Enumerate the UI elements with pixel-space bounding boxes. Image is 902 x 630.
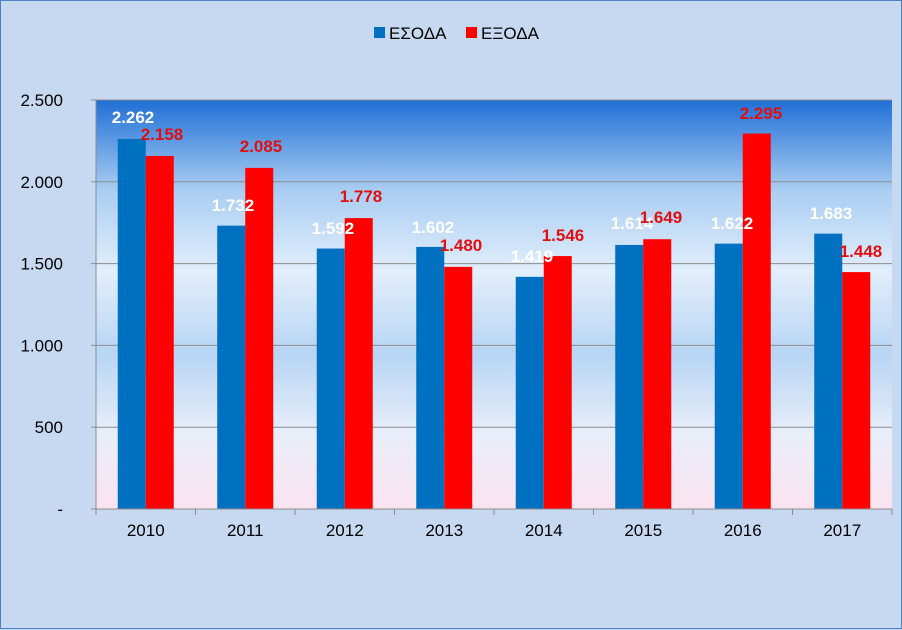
bar-esoda-2013 [416,246,445,510]
data-label: 2.295 [740,104,783,123]
x-tick-label: 2013 [425,521,463,540]
bar-esoda-2016 [714,243,743,509]
data-label: 1.732 [212,196,255,215]
bar-exoda-2011 [245,167,274,510]
y-tick-label: 1.500 [20,255,63,274]
bar-exoda-2014 [543,256,572,509]
y-tick-label: - [57,500,63,519]
data-label: 2.085 [240,137,283,156]
bar-exoda-2017 [842,272,871,509]
legend-label-exoda: ΕΞΟΔΑ [481,24,540,43]
data-label: 2.262 [112,108,155,127]
legend: ΕΣΟΔΑ ΕΞΟΔΑ [374,24,540,43]
axes: - 500 1.000 1.500 2.000 2.500 2010 2011 2012 2013… [20,91,893,540]
bar-exoda-2010 [145,155,174,509]
data-label: 1.419 [511,247,554,266]
x-tick-label: 2014 [525,521,563,540]
bar-exoda-2013 [444,266,473,509]
x-tick-label: 2010 [127,521,165,540]
bar-exoda-2016 [742,133,771,509]
data-label: 2.158 [141,125,184,144]
y-tick-label: 1.000 [20,336,63,355]
y-tick-label: 2.000 [20,173,63,192]
x-tick-label: 2015 [624,521,662,540]
bar-exoda-2012 [344,218,373,509]
bar-esoda-2015 [615,244,644,510]
data-label: 1.480 [440,236,483,255]
x-tick-label: 2016 [724,521,762,540]
legend-label-esoda: ΕΣΟΔΑ [389,24,447,43]
legend-swatch-esoda [374,27,385,38]
bar-exoda-2015 [643,239,672,509]
data-label: 1.622 [711,214,754,233]
x-tick-label: 2011 [227,521,264,540]
data-label: 1.649 [640,208,683,227]
bar-esoda-2011 [217,225,246,509]
bar-esoda-2017 [814,233,843,509]
bar-esoda-2010 [117,138,146,509]
data-label: 1.592 [312,219,355,238]
bars [117,133,871,510]
x-tick-label: 2017 [823,521,861,540]
data-label: 1.546 [542,226,585,245]
data-label: 1.602 [412,218,455,237]
bar-esoda-2012 [316,248,345,509]
x-tick-label: 2012 [326,521,364,540]
data-label: 1.683 [810,204,853,223]
bar-esoda-2014 [515,276,544,509]
data-label: 1.778 [340,187,383,206]
y-tick-label: 2.500 [20,91,63,110]
data-label: 1.448 [840,242,883,261]
legend-swatch-exoda [466,27,477,38]
data-label: 1.614 [611,214,654,233]
plot-area [96,100,892,509]
y-tick-label: 500 [35,418,63,437]
